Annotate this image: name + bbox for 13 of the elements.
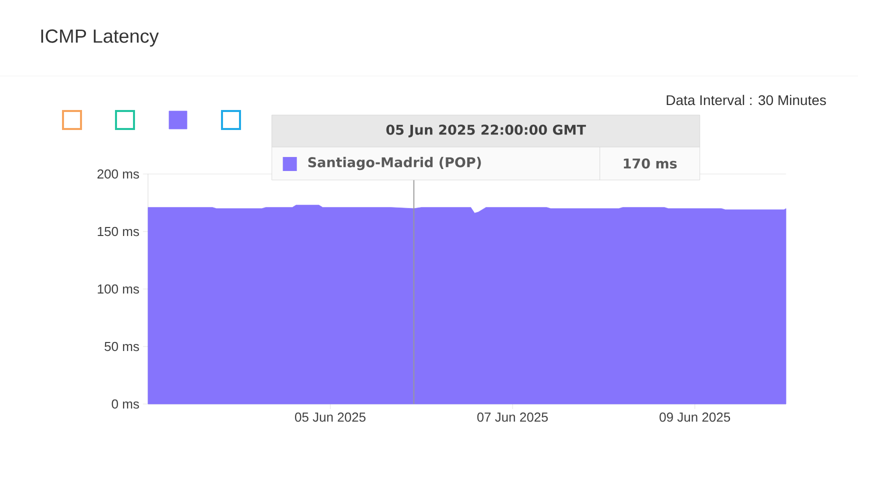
y-tick-label: 100 ms bbox=[98, 284, 139, 294]
chart-title: ICMP Latency bbox=[41, 29, 159, 47]
text: 170 ms bbox=[624, 158, 677, 169]
text: 05 Jun 2025 22:00:00 GMT bbox=[386, 124, 586, 138]
y-tick-label: 150 ms bbox=[98, 226, 139, 236]
x-tick-label: 05 Jun 2025 bbox=[295, 412, 366, 422]
y-tick-label: 200 ms bbox=[98, 169, 139, 179]
legend-label: Santiago-Madrid (POP) bbox=[308, 156, 481, 170]
x-tick-label: 09 Jun 2025 bbox=[660, 412, 730, 422]
y-tick-label: 50 ms bbox=[104, 342, 139, 352]
text: Data Interval : 30 Minutes bbox=[666, 94, 826, 106]
y-tick-label: 0 ms bbox=[112, 399, 139, 409]
x-tick-label: 07 Jun 2025 bbox=[477, 412, 548, 422]
